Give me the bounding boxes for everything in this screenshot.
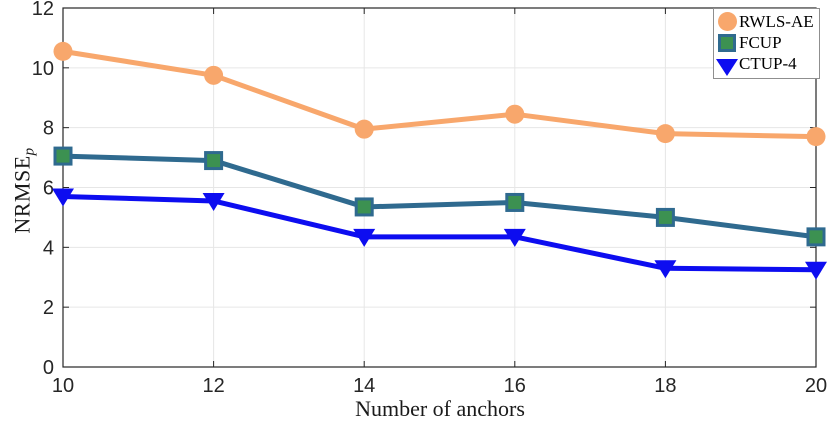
y-tick-label: 6 xyxy=(43,178,54,200)
data-point-rwls-ae xyxy=(505,104,525,124)
series-line-fcup xyxy=(60,153,819,240)
data-point-fcup xyxy=(806,227,826,247)
data-point-rwls-ae xyxy=(53,41,73,61)
x-tick-label: 16 xyxy=(504,375,526,397)
data-point-ctup-4 xyxy=(353,228,376,247)
legend-label: RWLS-AE xyxy=(739,12,814,31)
circle-marker-icon xyxy=(717,12,737,31)
axis-box xyxy=(62,7,817,368)
data-point-ctup-4 xyxy=(52,188,74,207)
y-tick-label: 0 xyxy=(43,357,54,379)
y-tick-label: 2 xyxy=(43,297,54,319)
data-point-rwls-ae xyxy=(354,119,374,139)
legend-label: CTUP-4 xyxy=(739,54,797,73)
legend-item-rwls-ae: RWLS-AE xyxy=(715,11,819,32)
x-tick-label: 20 xyxy=(805,375,827,397)
data-point-ctup-4 xyxy=(202,192,225,211)
y-tick-label: 4 xyxy=(43,237,54,259)
y-tick-label: 12 xyxy=(32,0,54,20)
y-axis-label-subscript: p xyxy=(21,147,38,156)
data-point-ctup-4 xyxy=(805,261,827,280)
x-axis-label: Number of anchors xyxy=(355,396,525,421)
x-tick-label: 14 xyxy=(353,375,375,397)
triangle-down-marker-icon xyxy=(716,59,738,76)
x-tick-label: 12 xyxy=(202,375,224,397)
data-point-fcup xyxy=(354,197,374,217)
legend: RWLS-AE FCUP CTUP-4 xyxy=(713,8,820,79)
series-line-rwls-ae xyxy=(60,48,819,140)
data-point-ctup-4 xyxy=(654,260,677,279)
square-marker-icon xyxy=(718,33,736,52)
data-point-fcup xyxy=(53,146,73,166)
data-point-ctup-4 xyxy=(503,228,526,247)
x-tick-label: 18 xyxy=(654,375,676,397)
y-tick-label: 8 xyxy=(43,118,54,140)
data-point-fcup xyxy=(204,151,224,171)
data-point-rwls-ae xyxy=(806,127,826,147)
legend-item-ctup-4: CTUP-4 xyxy=(715,51,819,76)
legend-marker-box xyxy=(715,33,739,52)
data-point-rwls-ae xyxy=(204,65,224,85)
x-tick-label: 10 xyxy=(52,375,74,397)
legend-marker-box xyxy=(715,12,739,31)
legend-label: FCUP xyxy=(739,33,782,52)
legend-marker-box xyxy=(715,51,739,76)
data-point-rwls-ae xyxy=(655,124,675,144)
legend-item-fcup: FCUP xyxy=(715,32,819,53)
data-point-fcup xyxy=(655,207,675,227)
data-point-fcup xyxy=(505,192,525,212)
y-axis-label: NRMSEp xyxy=(10,101,39,281)
series-line-ctup-4 xyxy=(60,193,819,273)
y-tick-label: 10 xyxy=(32,58,54,80)
y-axis-label-text: NRMSE xyxy=(9,155,35,234)
